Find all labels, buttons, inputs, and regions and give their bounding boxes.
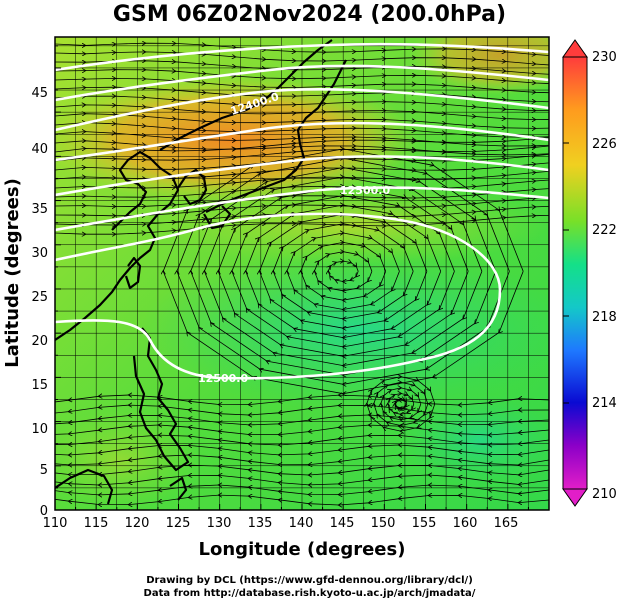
x-tick-label: 130: [207, 516, 232, 531]
colorbar-bottom-arrow: [562, 488, 588, 507]
x-tick-label: 160: [453, 516, 478, 531]
y-axis-title: Latitude (degrees): [2, 178, 23, 368]
y-tick-label: 20: [31, 334, 48, 349]
x-tick-label: 135: [248, 516, 273, 531]
map-title: GSM 06Z02Nov2024 (200.0hPa): [112, 2, 507, 27]
y-tick-label: 25: [31, 290, 48, 305]
x-tick-label: 115: [84, 516, 109, 531]
axis-ticks: [54, 45, 550, 511]
y-tick-label: 40: [31, 142, 48, 157]
credit-line: Data from http://database.rish.kyoto-u.a…: [143, 588, 476, 599]
credits: Drawing by DCL (https://www.gfd-dennou.o…: [0, 574, 619, 600]
y-tick-label: 15: [31, 378, 48, 393]
x-tick-label: 150: [371, 516, 396, 531]
colorbar-label: 218: [592, 310, 617, 325]
x-tick-label: 125: [166, 516, 191, 531]
y-tick-label: 35: [31, 202, 48, 217]
y-tick-label: 10: [31, 422, 48, 437]
y-tick-label: 30: [31, 246, 48, 261]
coastline-borneo: [55, 468, 114, 505]
coastline-asia: [55, 150, 180, 341]
coastline-russia: [159, 39, 333, 151]
colorbar-label: 214: [592, 396, 617, 411]
coastline-kyushu: [203, 205, 232, 230]
colorbar-label: 210: [592, 487, 617, 502]
colorbar: [562, 39, 588, 507]
x-tick-label: 155: [412, 516, 437, 531]
y-tick-label: 0: [40, 504, 48, 519]
y-tick-label: 45: [31, 86, 48, 101]
colorbar-scale: [562, 56, 588, 490]
x-tick-label: 145: [330, 516, 355, 531]
x-tick-label: 165: [494, 516, 519, 531]
x-tick-label: 140: [289, 516, 314, 531]
colorbar-labels: 230 226 222 218 214 210: [592, 50, 617, 502]
coastline-taiwan: [124, 256, 142, 290]
coastline-sulawesi: [169, 476, 188, 501]
y-tick-labels: 0 5 10 15 20 25 30 35 40 45: [31, 86, 48, 519]
x-tick-label: 120: [125, 516, 150, 531]
colorbar-label: 226: [592, 137, 617, 152]
x-tick-labels: 110 115 120 125 130 135 140 145 150 155 …: [43, 516, 519, 531]
x-tick-label: 110: [43, 516, 68, 531]
streamline: [367, 377, 436, 431]
contour-label: 12500.0: [340, 184, 390, 197]
credit-line: Drawing by DCL (https://www.gfd-dennou.o…: [146, 575, 473, 586]
colorbar-top-arrow: [562, 39, 588, 58]
contour-label: 12500.0: [198, 372, 248, 385]
colorbar-label: 222: [592, 223, 617, 238]
y-tick-label: 5: [40, 463, 48, 478]
coastline-philippines: [132, 327, 190, 472]
x-axis-title: Longitude (degrees): [199, 539, 406, 560]
height-contours: [55, 42, 549, 380]
streamline: [55, 495, 549, 505]
colorbar-label: 230: [592, 50, 617, 65]
